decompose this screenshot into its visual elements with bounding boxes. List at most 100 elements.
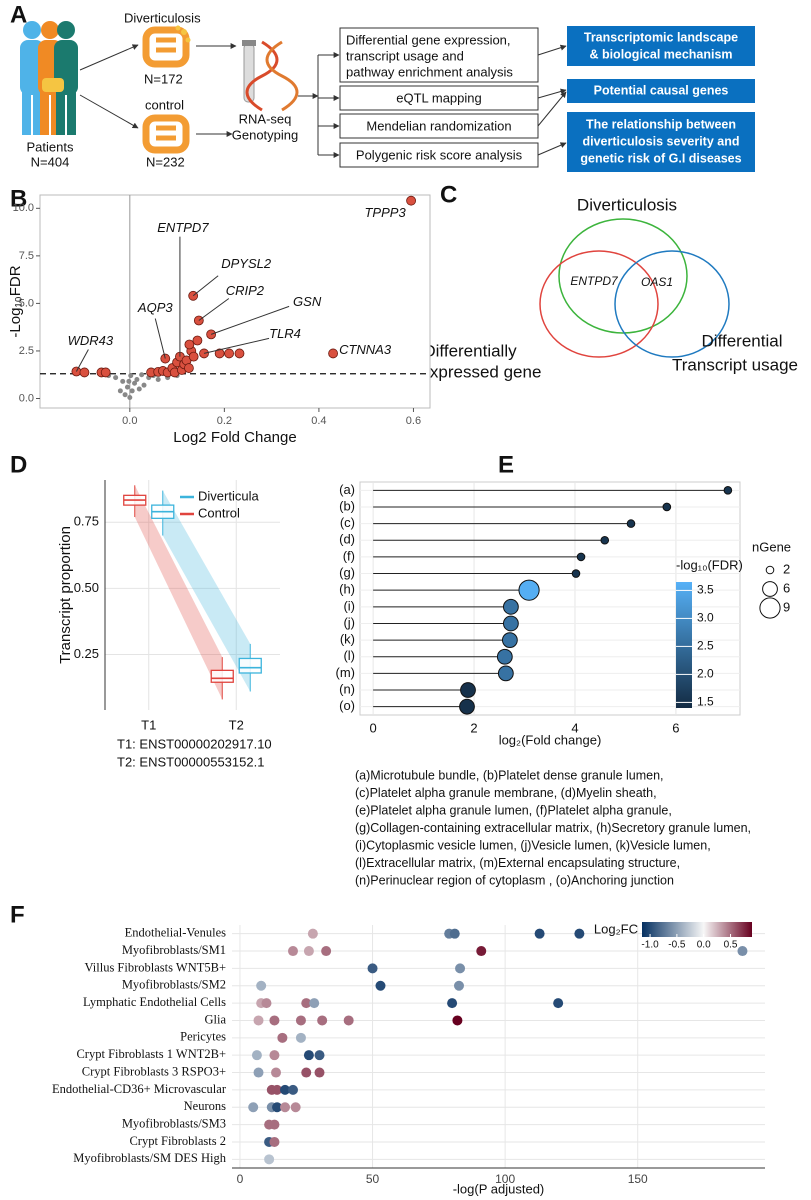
- analysis-text: Differential gene expression,: [346, 32, 511, 47]
- arrow: [537, 88, 567, 99]
- y-tick-label: 5.0: [19, 297, 34, 309]
- venn-circle: [539, 250, 659, 358]
- dot: [272, 1102, 283, 1113]
- dot: [497, 665, 514, 682]
- outcome-text: Potential causal genes: [594, 83, 729, 97]
- dot: [321, 946, 332, 957]
- colorbar: [642, 922, 752, 937]
- panel-label: A: [10, 1, 27, 28]
- y-tick-label: 10.0: [13, 202, 34, 214]
- dot: [449, 928, 460, 939]
- dot: [301, 998, 312, 1009]
- annotation: CTNNA3: [339, 342, 392, 357]
- y-tick-label: (h): [339, 582, 355, 597]
- point: [129, 388, 135, 394]
- dot: [343, 1015, 354, 1026]
- dot: [301, 1067, 312, 1078]
- dot: [476, 946, 487, 957]
- x-tick-label: T2: [229, 717, 244, 732]
- analysis-text: pathway enrichment analysis: [346, 64, 513, 79]
- y-tick-label: Crypt Fibroblasts 3 RSPO3+: [82, 1064, 226, 1078]
- dot: [287, 946, 298, 957]
- point: [192, 335, 203, 346]
- note: (n)Perinuclear region of cytoplasm , (o)…: [355, 873, 674, 887]
- venn-set: Differentially: [423, 341, 517, 360]
- annotation: CRIP2: [226, 283, 265, 298]
- y-tick-label: (d): [339, 532, 355, 547]
- dot: [272, 1084, 283, 1095]
- x-tick-label: 0.4: [311, 415, 326, 427]
- y-tick-label: (k): [340, 632, 355, 647]
- dot: [571, 569, 581, 578]
- dot: [280, 1102, 291, 1113]
- size-label: 2: [783, 561, 790, 576]
- point: [128, 373, 134, 379]
- group-n: N=232: [146, 154, 185, 169]
- dot: [269, 1119, 280, 1130]
- x-tick-label: 150: [628, 1172, 648, 1186]
- x-tick-label: T1: [141, 717, 156, 732]
- dot: [277, 1032, 288, 1043]
- point: [141, 382, 147, 388]
- outcome-text: diverticulosis severity and: [582, 134, 739, 148]
- y-tick-label: Endothelial-Venules: [125, 926, 226, 940]
- dot: [375, 980, 386, 991]
- dot: [251, 1050, 262, 1061]
- colorbar-label: 3.0: [697, 611, 714, 625]
- y-tick-label: Villus Fibroblasts WNT5B+: [85, 960, 227, 974]
- point: [224, 348, 234, 359]
- group-label: control: [145, 97, 184, 112]
- dot: [496, 648, 513, 665]
- dot: [518, 579, 540, 601]
- dot: [287, 1084, 298, 1095]
- venn-circle: [558, 218, 688, 334]
- x-tick-label: 0: [370, 720, 377, 735]
- size-key: [759, 597, 781, 619]
- dot: [317, 1015, 328, 1026]
- y-tick-label: 0.0: [19, 392, 34, 404]
- arrow: [537, 142, 567, 156]
- point: [126, 378, 132, 384]
- annotation: WDR43: [68, 333, 114, 348]
- dot: [600, 535, 610, 545]
- y-tick-label: Neurons: [184, 1099, 226, 1113]
- box: [210, 669, 234, 683]
- y-tick-label: (l): [343, 648, 355, 663]
- point: [134, 376, 140, 382]
- colorbar-label: 2.0: [697, 667, 714, 681]
- point: [234, 348, 245, 359]
- dot: [253, 1015, 264, 1026]
- dot: [553, 998, 564, 1009]
- dot: [460, 682, 476, 698]
- point: [132, 380, 138, 386]
- patients-label: Patients: [27, 139, 74, 154]
- analysis-text: eQTL mapping: [396, 90, 482, 105]
- legend-label: Diverticula: [198, 488, 259, 503]
- annotation: ENTPD7: [157, 220, 209, 235]
- group-n: N=172: [144, 71, 183, 86]
- group-label: Diverticulosis: [124, 10, 201, 25]
- point: [127, 395, 133, 401]
- y-tick-label: (c): [340, 515, 355, 530]
- dot: [290, 1102, 301, 1113]
- x-tick-label: 0.2: [217, 415, 232, 427]
- y-tick-label: (j): [343, 615, 355, 630]
- colorbar-label: 0.5: [724, 940, 738, 951]
- analysis-text: Polygenic risk score analysis: [356, 147, 523, 162]
- point: [184, 363, 194, 373]
- dot: [447, 998, 458, 1009]
- panel-labels: A B C D E F: [10, 1, 514, 928]
- note: (l)Extracellular matrix, (m)External enc…: [355, 856, 680, 870]
- dot: [574, 928, 585, 939]
- outcome-text: The relationship between: [586, 117, 736, 131]
- annotation-line: [198, 298, 230, 321]
- people-icon: [20, 21, 78, 135]
- dot: [367, 963, 378, 974]
- point: [139, 372, 145, 378]
- panel-label: C: [440, 181, 457, 208]
- dot: [502, 598, 519, 615]
- point: [100, 367, 111, 378]
- annotation-line: [75, 349, 89, 372]
